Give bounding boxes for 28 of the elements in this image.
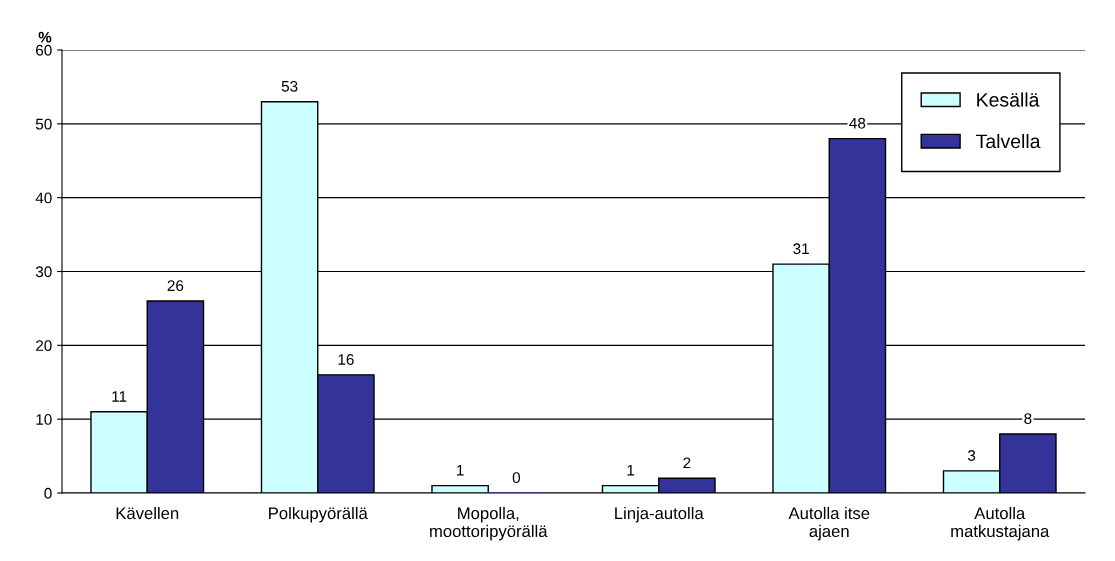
y-tick-label: 40 bbox=[35, 192, 52, 204]
data-label: 53 bbox=[281, 80, 298, 92]
data-label: 31 bbox=[793, 243, 809, 255]
x-tick-label: Linja-autolla bbox=[615, 506, 704, 523]
x-tick-label: Autolla matkustajana bbox=[951, 506, 1050, 541]
y-tick-label: 0 bbox=[44, 487, 52, 499]
data-label: 16 bbox=[338, 354, 354, 365]
data-label: 26 bbox=[167, 280, 184, 292]
data-label: 48 bbox=[849, 117, 866, 129]
legend-label: Kesällä bbox=[977, 92, 1040, 107]
y-axis-title: % bbox=[38, 31, 52, 43]
x-tick-label: Polkupyörällä bbox=[269, 506, 368, 523]
y-tick-label: 20 bbox=[36, 340, 52, 352]
y-tick-label: 50 bbox=[35, 118, 52, 130]
data-label: 2 bbox=[683, 457, 691, 469]
data-label: 11 bbox=[112, 391, 127, 402]
data-label: 1 bbox=[627, 464, 635, 476]
data-label: 8 bbox=[1024, 413, 1032, 424]
data-label: 1 bbox=[457, 464, 464, 476]
y-tick-label: 60 bbox=[36, 44, 52, 56]
y-tick-label: 30 bbox=[35, 266, 52, 278]
x-tick-label: Kävellen bbox=[116, 506, 179, 520]
legend-label: Talvella bbox=[976, 133, 1041, 149]
y-tick-label: 10 bbox=[36, 414, 52, 425]
data-label: 3 bbox=[967, 450, 976, 461]
x-tick-label: Mopolla, moottoripyörällä bbox=[430, 506, 548, 541]
data-label: 0 bbox=[512, 472, 521, 484]
x-tick-label: Autolla itse ajaen bbox=[788, 506, 870, 541]
